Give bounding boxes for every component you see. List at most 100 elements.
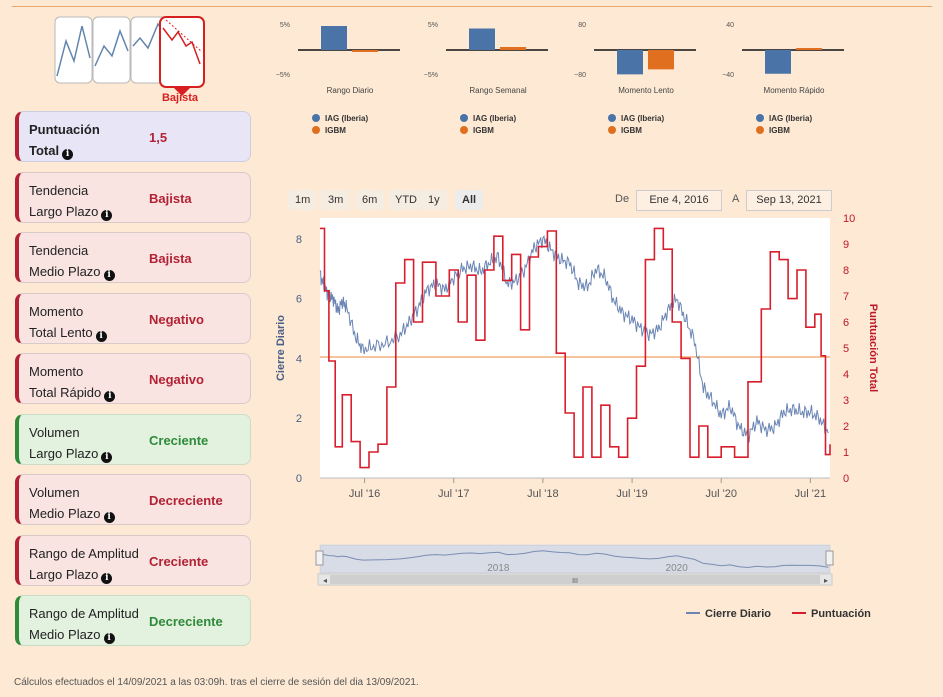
card-tendencia-largo: Tendencia Largo Plazo i Bajista	[15, 172, 251, 223]
mini-ytick-top: 80	[578, 22, 586, 29]
mini-ytick-bottom: −5%	[424, 72, 438, 79]
legend-dot-igbm	[312, 126, 320, 134]
info-icon[interactable]: i	[103, 512, 115, 523]
card-label: Tendencia Largo Plazo i	[29, 180, 157, 222]
card-label: Puntuación Total i	[29, 119, 157, 161]
y2-tick-label: 4	[843, 369, 849, 381]
card-label-line2: Total	[29, 143, 60, 158]
info-icon[interactable]: i	[101, 573, 113, 584]
y2-tick-label: 3	[843, 395, 849, 407]
mini-legend-igbm[interactable]: IGBM	[608, 125, 664, 137]
legend-close[interactable]: Cierre Diario	[686, 608, 771, 620]
info-icon[interactable]: i	[95, 331, 107, 342]
x-tick-label: Jul '21	[795, 488, 826, 500]
legend-score-label: Puntuación	[811, 608, 871, 620]
mini-chart-1: 5% −5% Rango Diario IAG (Iberia) IGBM	[270, 16, 400, 136]
info-icon[interactable]: i	[101, 452, 113, 463]
footer-note: Cálculos efectuados el 14/09/2021 a las …	[14, 677, 419, 688]
mini-ytick-bottom: −80	[574, 72, 586, 79]
mini-chart-title: Rango Diario	[327, 86, 374, 95]
range-button-1m[interactable]: 1m	[288, 190, 318, 210]
card-volumen-largo: Volumen Largo Plazo i Creciente	[15, 414, 251, 465]
card-label: Volumen Largo Plazo i	[29, 422, 157, 464]
y2-tick-label: 6	[843, 317, 849, 329]
legend-score-swatch	[792, 612, 806, 614]
card-label-line1: Volumen	[29, 425, 80, 440]
range-button-3m[interactable]: 3m	[321, 190, 351, 210]
scroll-right-icon[interactable]: ▸	[824, 576, 828, 585]
navigator-mask	[320, 545, 830, 573]
info-icon[interactable]: i	[104, 391, 116, 402]
mini-ytick-top: 40	[726, 22, 734, 29]
legend-dot-iag	[608, 114, 616, 122]
series-close-line	[319, 234, 829, 443]
legend-dot-igbm	[460, 126, 468, 134]
card-label-line2: Largo Plazo	[29, 204, 99, 219]
info-icon[interactable]: i	[103, 270, 115, 281]
card-tendencia-medio: Tendencia Medio Plazo i Bajista	[15, 232, 251, 283]
y-tick-label: 6	[296, 294, 302, 306]
mini-legend-iag[interactable]: IAG (Iberia)	[756, 113, 812, 125]
legend-close-swatch	[686, 612, 700, 614]
mini-legend-igbm[interactable]: IGBM	[756, 125, 812, 137]
legend-score[interactable]: Puntuación	[792, 608, 871, 620]
navigator-handle-left[interactable]	[315, 550, 324, 566]
mini-legend-igbm[interactable]: IGBM	[460, 125, 516, 137]
from-date-input[interactable]: Ene 4, 2016	[636, 190, 722, 211]
scroll-grip-icon: III	[572, 578, 578, 585]
range-button-6m[interactable]: 6m	[355, 190, 385, 210]
mini-legend-iag[interactable]: IAG (Iberia)	[608, 113, 664, 125]
info-icon[interactable]: i	[62, 149, 74, 160]
card-label-line1: Tendencia	[29, 183, 89, 198]
mini-legend-iag[interactable]: IAG (Iberia)	[312, 113, 368, 125]
card-label: Rango de Amplitud Largo Plazo i	[29, 543, 157, 585]
x-tick-label: Jul '19	[616, 488, 647, 500]
range-button-ytd[interactable]: YTD	[388, 190, 424, 210]
card-value: Decreciente	[149, 614, 223, 629]
navigator-series	[319, 550, 829, 569]
scroll-left-icon[interactable]: ◂	[323, 576, 327, 585]
mini-chart-3: 80 −80 Momento Lento IAG (Iberia) IGBM	[566, 16, 696, 136]
card-label-line2: Largo Plazo	[29, 567, 99, 582]
card-label: Volumen Medio Plazo i	[29, 482, 157, 524]
card-volumen-medio: Volumen Medio Plazo i Decreciente	[15, 474, 251, 525]
mini-ytick-bottom: −5%	[276, 72, 290, 79]
bar-iag	[617, 50, 643, 75]
card-label-line2: Medio Plazo	[29, 264, 101, 279]
card-label-line2: Largo Plazo	[29, 446, 99, 461]
range-button-all[interactable]: All	[455, 190, 484, 210]
card-value: Negativo	[149, 312, 204, 327]
mini-chart-title: Momento Rápido	[764, 86, 825, 95]
info-icon[interactable]: i	[103, 633, 115, 644]
navigator-label: 2020	[666, 563, 689, 574]
mini-legend-label: IAG (Iberia)	[325, 114, 369, 123]
card-label-line1: Volumen	[29, 485, 80, 500]
card-label: Tendencia Medio Plazo i	[29, 240, 157, 282]
mini-legend-iag[interactable]: IAG (Iberia)	[460, 113, 516, 125]
range-button-1y[interactable]: 1y	[421, 190, 447, 210]
mini-legend-igbm[interactable]: IGBM	[312, 125, 368, 137]
navigator-handle-right[interactable]	[825, 550, 834, 566]
from-label: De	[615, 193, 630, 205]
y-axis-title: Cierre Diario	[275, 315, 287, 381]
card-value: 1,5	[149, 130, 168, 145]
to-date-input[interactable]: Sep 13, 2021	[746, 190, 832, 211]
x-tick-label: Jul '17	[438, 488, 469, 500]
mini-chart-title: Rango Semanal	[469, 86, 527, 95]
y-tick-label: 4	[296, 353, 302, 365]
scrollbar-thumb[interactable]	[330, 575, 820, 584]
y-tick-label: 8	[296, 234, 302, 246]
y2-tick-label: 2	[843, 421, 849, 433]
mini-ytick-top: 5%	[428, 22, 438, 29]
series-score-line	[320, 227, 831, 469]
card-momento-lento: Momento Total Lento i Negativo	[15, 293, 251, 344]
bar-igbm	[500, 47, 526, 50]
mini-legend-label: IGBM	[769, 126, 790, 135]
card-label-line1: Puntuación	[29, 122, 100, 137]
x-tick-label: Jul '20	[705, 488, 736, 500]
info-icon[interactable]: i	[101, 210, 113, 221]
card-label-line1: Rango de Amplitud	[29, 546, 139, 561]
mini-legend: IAG (Iberia) IGBM	[460, 113, 516, 137]
card-label-line2: Medio Plazo	[29, 506, 101, 521]
legend-dot-iag	[460, 114, 468, 122]
